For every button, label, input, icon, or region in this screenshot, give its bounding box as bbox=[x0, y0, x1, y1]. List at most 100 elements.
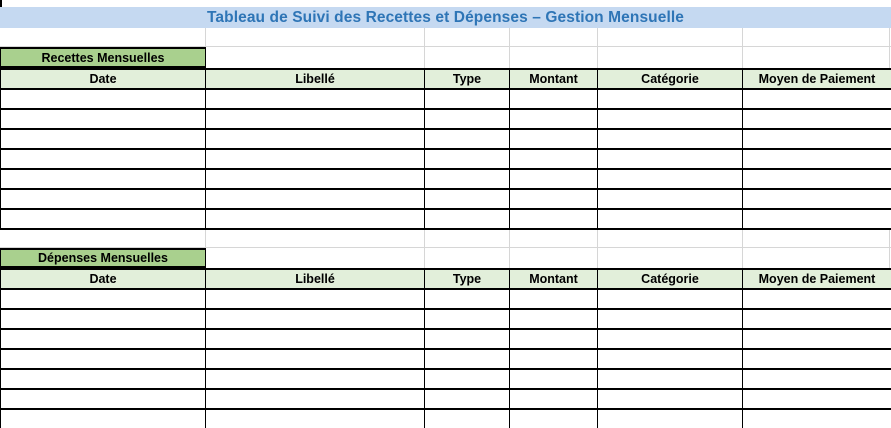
empty-cell[interactable] bbox=[424, 308, 510, 330]
empty-cell[interactable] bbox=[742, 88, 891, 110]
empty-cell[interactable] bbox=[424, 388, 510, 410]
empty-cell[interactable] bbox=[597, 368, 743, 390]
empty-cell[interactable] bbox=[509, 108, 598, 130]
empty-cell[interactable] bbox=[742, 148, 891, 170]
empty-cell[interactable] bbox=[0, 128, 206, 150]
empty-cell[interactable] bbox=[742, 408, 891, 428]
empty-cell[interactable] bbox=[509, 148, 598, 170]
empty-cell[interactable] bbox=[205, 408, 425, 428]
empty-cell[interactable] bbox=[509, 88, 598, 110]
empty-cell[interactable] bbox=[205, 308, 425, 330]
column-header-montant[interactable]: Montant bbox=[509, 268, 598, 290]
empty-cell[interactable] bbox=[742, 108, 891, 130]
empty-cell[interactable] bbox=[597, 88, 743, 110]
empty-cell[interactable] bbox=[205, 128, 425, 150]
empty-cell[interactable] bbox=[424, 328, 510, 350]
title-banner-cell[interactable]: Tableau de Suivi des Recettes et Dépense… bbox=[0, 7, 891, 28]
empty-cell[interactable] bbox=[509, 308, 598, 330]
empty-cell[interactable] bbox=[0, 188, 206, 210]
empty-cell[interactable] bbox=[742, 388, 891, 410]
empty-cell[interactable] bbox=[205, 328, 425, 350]
empty-cell[interactable] bbox=[509, 288, 598, 310]
column-header-libelle[interactable]: Libellé bbox=[205, 268, 425, 290]
empty-cell[interactable] bbox=[509, 368, 598, 390]
empty-cell[interactable] bbox=[205, 368, 425, 390]
column-header-type[interactable]: Type bbox=[424, 268, 510, 290]
empty-cell[interactable] bbox=[424, 348, 510, 370]
empty-cell[interactable] bbox=[424, 368, 510, 390]
empty-cell[interactable] bbox=[597, 128, 743, 150]
empty-cell[interactable] bbox=[597, 348, 743, 370]
empty-cell[interactable] bbox=[509, 388, 598, 410]
depenses-section-title-cell[interactable]: Dépenses Mensuelles bbox=[0, 248, 206, 268]
empty-cell[interactable] bbox=[205, 208, 425, 230]
column-header-montant[interactable]: Montant bbox=[509, 68, 598, 90]
empty-cell[interactable] bbox=[0, 148, 206, 170]
empty-cell[interactable] bbox=[597, 208, 743, 230]
column-header-date[interactable]: Date bbox=[0, 268, 206, 290]
empty-cell[interactable] bbox=[742, 328, 891, 350]
column-header-categorie[interactable]: Catégorie bbox=[597, 268, 743, 290]
empty-cell[interactable] bbox=[205, 388, 425, 410]
empty-cell[interactable] bbox=[509, 188, 598, 210]
empty-cell[interactable] bbox=[205, 348, 425, 370]
empty-cell[interactable] bbox=[597, 288, 743, 310]
empty-cell[interactable] bbox=[424, 188, 510, 210]
empty-cell[interactable] bbox=[509, 168, 598, 190]
empty-cell[interactable] bbox=[742, 128, 891, 150]
empty-cell[interactable] bbox=[0, 408, 206, 428]
empty-cell[interactable] bbox=[742, 308, 891, 330]
empty-cell[interactable] bbox=[509, 128, 598, 150]
empty-cell[interactable] bbox=[0, 328, 206, 350]
empty-cell[interactable] bbox=[0, 168, 206, 190]
empty-cell[interactable] bbox=[205, 288, 425, 310]
empty-cell[interactable] bbox=[509, 328, 598, 350]
empty-cell[interactable] bbox=[742, 348, 891, 370]
empty-cell[interactable] bbox=[742, 168, 891, 190]
empty-cell[interactable] bbox=[509, 408, 598, 428]
empty-cell[interactable] bbox=[424, 168, 510, 190]
empty-cell[interactable] bbox=[424, 408, 510, 428]
empty-cell[interactable] bbox=[742, 208, 891, 230]
empty-cell[interactable] bbox=[509, 208, 598, 230]
empty-cell[interactable] bbox=[0, 348, 206, 370]
empty-cell[interactable] bbox=[597, 148, 743, 170]
empty-cell[interactable] bbox=[597, 308, 743, 330]
empty-cell[interactable] bbox=[424, 148, 510, 170]
column-header-libelle[interactable]: Libellé bbox=[205, 68, 425, 90]
empty-cell[interactable] bbox=[0, 208, 206, 230]
empty-cell[interactable] bbox=[597, 408, 743, 428]
empty-cell[interactable] bbox=[205, 88, 425, 110]
recettes-section-title-cell[interactable]: Recettes Mensuelles bbox=[0, 47, 206, 68]
empty-cell[interactable] bbox=[205, 108, 425, 130]
empty-cell[interactable] bbox=[205, 188, 425, 210]
column-header-type[interactable]: Type bbox=[424, 68, 510, 90]
empty-cell[interactable] bbox=[742, 188, 891, 210]
empty-cell[interactable] bbox=[597, 388, 743, 410]
empty-cell[interactable] bbox=[0, 308, 206, 330]
empty-cell[interactable] bbox=[0, 288, 206, 310]
empty-cell[interactable] bbox=[597, 188, 743, 210]
empty-cell[interactable] bbox=[0, 88, 206, 110]
empty-cell[interactable] bbox=[597, 108, 743, 130]
column-header-moyen-de-paiement[interactable]: Moyen de Paiement bbox=[742, 68, 891, 90]
empty-cell[interactable] bbox=[597, 328, 743, 350]
empty-cell[interactable] bbox=[205, 168, 425, 190]
empty-cell[interactable] bbox=[424, 108, 510, 130]
empty-cell[interactable] bbox=[509, 348, 598, 370]
empty-cell[interactable] bbox=[0, 368, 206, 390]
empty-cell[interactable] bbox=[424, 288, 510, 310]
empty-cell[interactable] bbox=[205, 148, 425, 170]
column-header-categorie[interactable]: Catégorie bbox=[597, 68, 743, 90]
empty-cell[interactable] bbox=[0, 388, 206, 410]
empty-cell[interactable] bbox=[424, 208, 510, 230]
empty-cell[interactable] bbox=[742, 368, 891, 390]
empty-data-row bbox=[0, 368, 891, 390]
empty-cell[interactable] bbox=[424, 88, 510, 110]
empty-cell[interactable] bbox=[597, 168, 743, 190]
empty-cell[interactable] bbox=[0, 108, 206, 130]
empty-cell[interactable] bbox=[424, 128, 510, 150]
column-header-date[interactable]: Date bbox=[0, 68, 206, 90]
empty-cell[interactable] bbox=[742, 288, 891, 310]
column-header-moyen-de-paiement[interactable]: Moyen de Paiement bbox=[742, 268, 891, 290]
